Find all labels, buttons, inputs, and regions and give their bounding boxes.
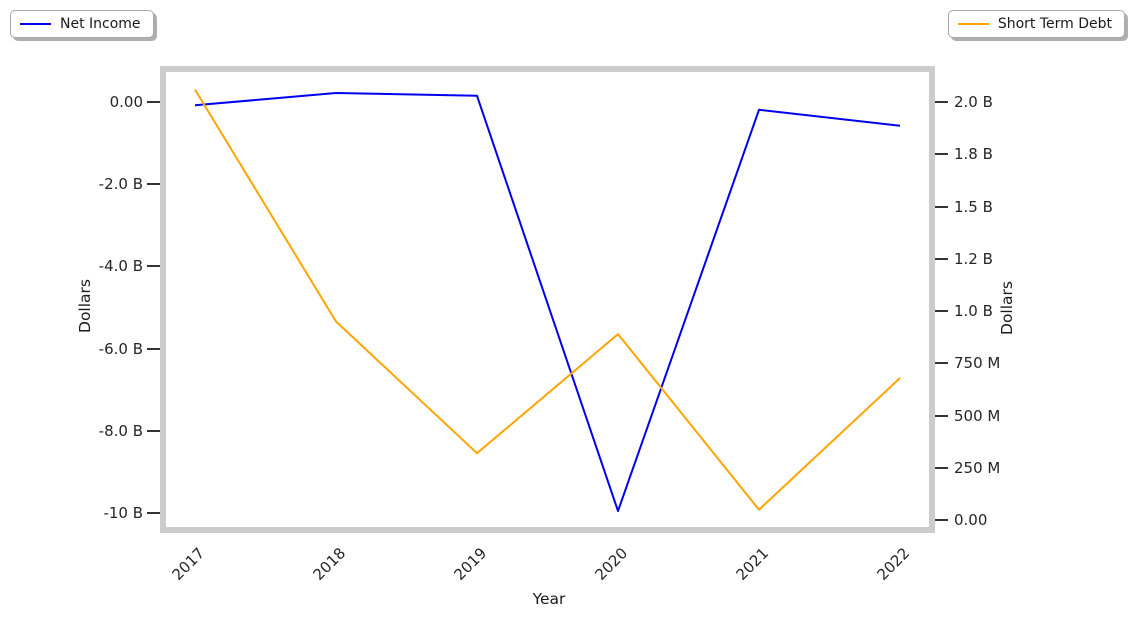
y-axis-label-right: Dollars <box>998 281 1016 335</box>
x-tick-label: 2022 <box>873 544 914 584</box>
y-right-tick-mark <box>935 415 948 417</box>
y-right-tick-label: 1.0 B <box>954 302 993 320</box>
y-left-tick-label: -4.0 B <box>98 257 143 275</box>
plot-area <box>160 66 935 533</box>
legend-net-income-label: Net Income <box>60 16 141 32</box>
y-axis-label-left: Dollars <box>76 279 94 333</box>
y-right-tick-mark <box>935 467 948 469</box>
y-right-tick-label: 500 M <box>954 407 1001 425</box>
y-right-tick-label: 750 M <box>954 354 1001 372</box>
y-right-tick-label: 1.5 B <box>954 198 993 216</box>
x-tick-label: 2017 <box>168 544 209 584</box>
y-left-tick-label: -6.0 B <box>98 340 143 358</box>
short-term-debt-series-line <box>194 89 901 511</box>
short-term-debt-line-swatch <box>957 23 989 25</box>
y-left-tick-mark <box>147 348 160 350</box>
y-left-tick-label: 0.00 <box>109 93 143 111</box>
y-left-tick-mark <box>147 101 160 103</box>
y-left-tick-mark <box>147 183 160 185</box>
legend-net-income[interactable]: Net Income <box>10 10 154 38</box>
y-right-tick-label: 0.00 <box>954 511 988 529</box>
series-plot <box>194 89 901 512</box>
y-right-tick-label: 250 M <box>954 459 1001 477</box>
y-left-tick-label: -2.0 B <box>98 175 143 193</box>
y-left-tick-mark <box>147 512 160 514</box>
net-income-line-swatch <box>20 23 51 25</box>
y-right-tick-mark <box>935 310 948 312</box>
y-right-tick-label: 1.2 B <box>954 250 993 268</box>
x-tick-label: 2018 <box>309 544 350 584</box>
y-left-tick-mark <box>147 430 160 432</box>
y-right-tick-mark <box>935 206 948 208</box>
y-right-tick-mark <box>935 153 948 155</box>
net-income-series-line <box>194 92 901 512</box>
y-right-tick-mark <box>935 519 948 521</box>
y-left-tick-label: -8.0 B <box>98 422 143 440</box>
legend-short-term-debt[interactable]: Short Term Debt <box>947 10 1125 38</box>
y-left-tick-label: -10 B <box>103 504 143 522</box>
y-right-tick-label: 1.8 B <box>954 145 993 163</box>
legend-short-term-debt-label: Short Term Debt <box>997 16 1112 32</box>
y-left-tick-mark <box>147 265 160 267</box>
x-tick-label: 2019 <box>450 544 491 584</box>
y-right-tick-label: 2.0 B <box>954 93 993 111</box>
y-right-tick-mark <box>935 362 948 364</box>
x-tick-label: 2020 <box>591 544 632 584</box>
x-tick-label: 2021 <box>732 544 773 584</box>
y-right-tick-mark <box>935 101 948 103</box>
y-right-tick-mark <box>935 258 948 260</box>
x-axis-label: Year <box>532 590 566 608</box>
